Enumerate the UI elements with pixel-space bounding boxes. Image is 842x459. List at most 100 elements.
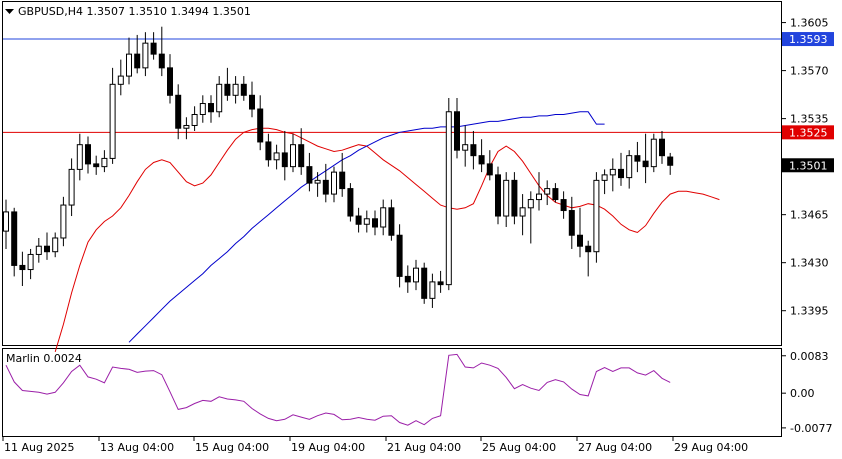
bullish-candle: [60, 204, 67, 239]
bearish-candle: [659, 138, 665, 157]
level-price-label: 1.3593: [789, 33, 828, 46]
level-price-label: 1.3525: [789, 126, 828, 139]
bearish-candle: [208, 103, 214, 113]
main-pane-frame: [2, 1, 782, 346]
bearish-candle: [134, 53, 141, 69]
bearish-candle: [240, 83, 247, 96]
osc-tick-label: -0.0077: [790, 422, 832, 435]
oscillator-axis: 0.0083 0.00 -0.0077: [782, 350, 832, 435]
bearish-candle: [306, 166, 313, 184]
bearish-candle: [642, 160, 649, 168]
bullish-candle: [429, 281, 436, 299]
time-tick-label: 15 Aug 04:00: [195, 441, 269, 454]
bullish-candle: [232, 83, 239, 96]
bullish-candle: [68, 168, 75, 206]
bullish-candle: [445, 111, 452, 286]
marlin-line: [5, 353, 671, 426]
bearish-candle: [150, 42, 157, 55]
bearish-candle: [396, 234, 403, 277]
bearish-candle: [265, 141, 272, 161]
bearish-candle: [388, 207, 395, 236]
time-tick-label: 21 Aug 04:00: [387, 441, 461, 454]
bearish-candle: [339, 171, 346, 190]
horizontal-levels[interactable]: 1.3593 1.3525 1.3501: [3, 32, 834, 173]
bullish-candle: [380, 207, 387, 228]
bearish-candle: [224, 83, 231, 96]
bullish-candle: [191, 114, 198, 126]
bearish-candle: [511, 179, 518, 217]
bullish-candle: [216, 83, 223, 113]
bearish-candle: [355, 215, 362, 225]
level-price-tag: [782, 158, 834, 173]
bullish-candle: [35, 245, 42, 255]
bullish-candle: [109, 83, 116, 159]
slow-moving-average-line: [128, 111, 605, 343]
bullish-candle: [183, 124, 190, 129]
bullish-candle: [142, 42, 149, 69]
fast-moving-average-line: [54, 127, 720, 353]
bullish-candle: [462, 144, 469, 151]
bearish-candle: [175, 94, 182, 129]
level-price-label: 1.3501: [789, 159, 828, 172]
bullish-candle: [363, 218, 370, 225]
osc-tick-label: 0.00: [790, 387, 815, 400]
level-price-tag: [782, 125, 834, 140]
time-tick-label: 19 Aug 04:00: [291, 441, 365, 454]
bearish-candle: [322, 179, 329, 195]
bullish-candle: [3, 211, 9, 232]
bearish-candle: [158, 53, 165, 69]
bullish-candle: [503, 179, 510, 217]
indicator-title: Marlin 0.0024: [6, 352, 82, 365]
bullish-candle: [199, 103, 206, 116]
bearish-candle: [667, 156, 674, 166]
bearish-candle: [11, 211, 18, 266]
price-tick-label: 1.3395: [790, 305, 829, 318]
bearish-candle: [552, 188, 559, 201]
bullish-candle: [314, 179, 321, 184]
bullish-candle: [76, 144, 83, 170]
triangle-down-icon[interactable]: [5, 9, 14, 14]
bullish-candle: [413, 267, 419, 283]
bearish-candle: [437, 281, 444, 286]
bearish-candle: [44, 245, 50, 253]
price-axis: 1.3605 1.3570 1.3535 1.3465 1.3430 1.3395: [782, 17, 829, 318]
bullish-candle: [536, 193, 542, 201]
osc-tick-label: 0.0083: [790, 350, 829, 363]
level-price-tag: [782, 32, 834, 47]
bearish-candle: [421, 267, 428, 299]
bullish-candle: [331, 171, 337, 195]
bullish-candle: [593, 179, 600, 253]
time-tick-label: 27 Aug 04:00: [578, 441, 652, 454]
bullish-candle: [626, 155, 633, 179]
bearish-candle: [478, 155, 485, 165]
bullish-candle: [126, 53, 132, 77]
time-tick-label: 25 Aug 04:00: [482, 441, 556, 454]
bearish-candle: [281, 152, 288, 168]
bearish-candle: [470, 144, 477, 157]
moving-averages: [54, 111, 720, 353]
candlesticks: [3, 26, 674, 308]
bearish-candle: [634, 155, 641, 162]
bullish-candle: [101, 157, 108, 168]
bearish-candle: [85, 144, 91, 165]
price-tick-label: 1.3605: [790, 17, 829, 30]
bullish-candle: [650, 138, 657, 168]
bullish-candle: [609, 168, 616, 176]
bullish-candle: [52, 237, 59, 253]
bearish-candle: [167, 67, 173, 96]
price-tick-label: 1.3430: [790, 257, 829, 270]
time-axis: 11 Aug 2025 13 Aug 04:00 15 Aug 04:00 19 Au…: [2, 437, 748, 454]
bearish-candle: [372, 218, 378, 228]
symbol-info: GBPUSD,H4 1.3507 1.3510 1.3494 1.3501: [18, 5, 251, 18]
indicator-pane-frame: [2, 348, 782, 437]
bearish-candle: [568, 210, 575, 236]
bullish-candle: [544, 188, 551, 195]
price-tick-label: 1.3570: [790, 65, 829, 78]
bearish-candle: [19, 264, 26, 271]
marlin-oscillator: [5, 353, 671, 426]
bullish-candle: [27, 253, 34, 271]
bearish-candle: [347, 188, 354, 217]
bearish-candle: [257, 108, 264, 143]
bullish-candle: [290, 144, 296, 168]
